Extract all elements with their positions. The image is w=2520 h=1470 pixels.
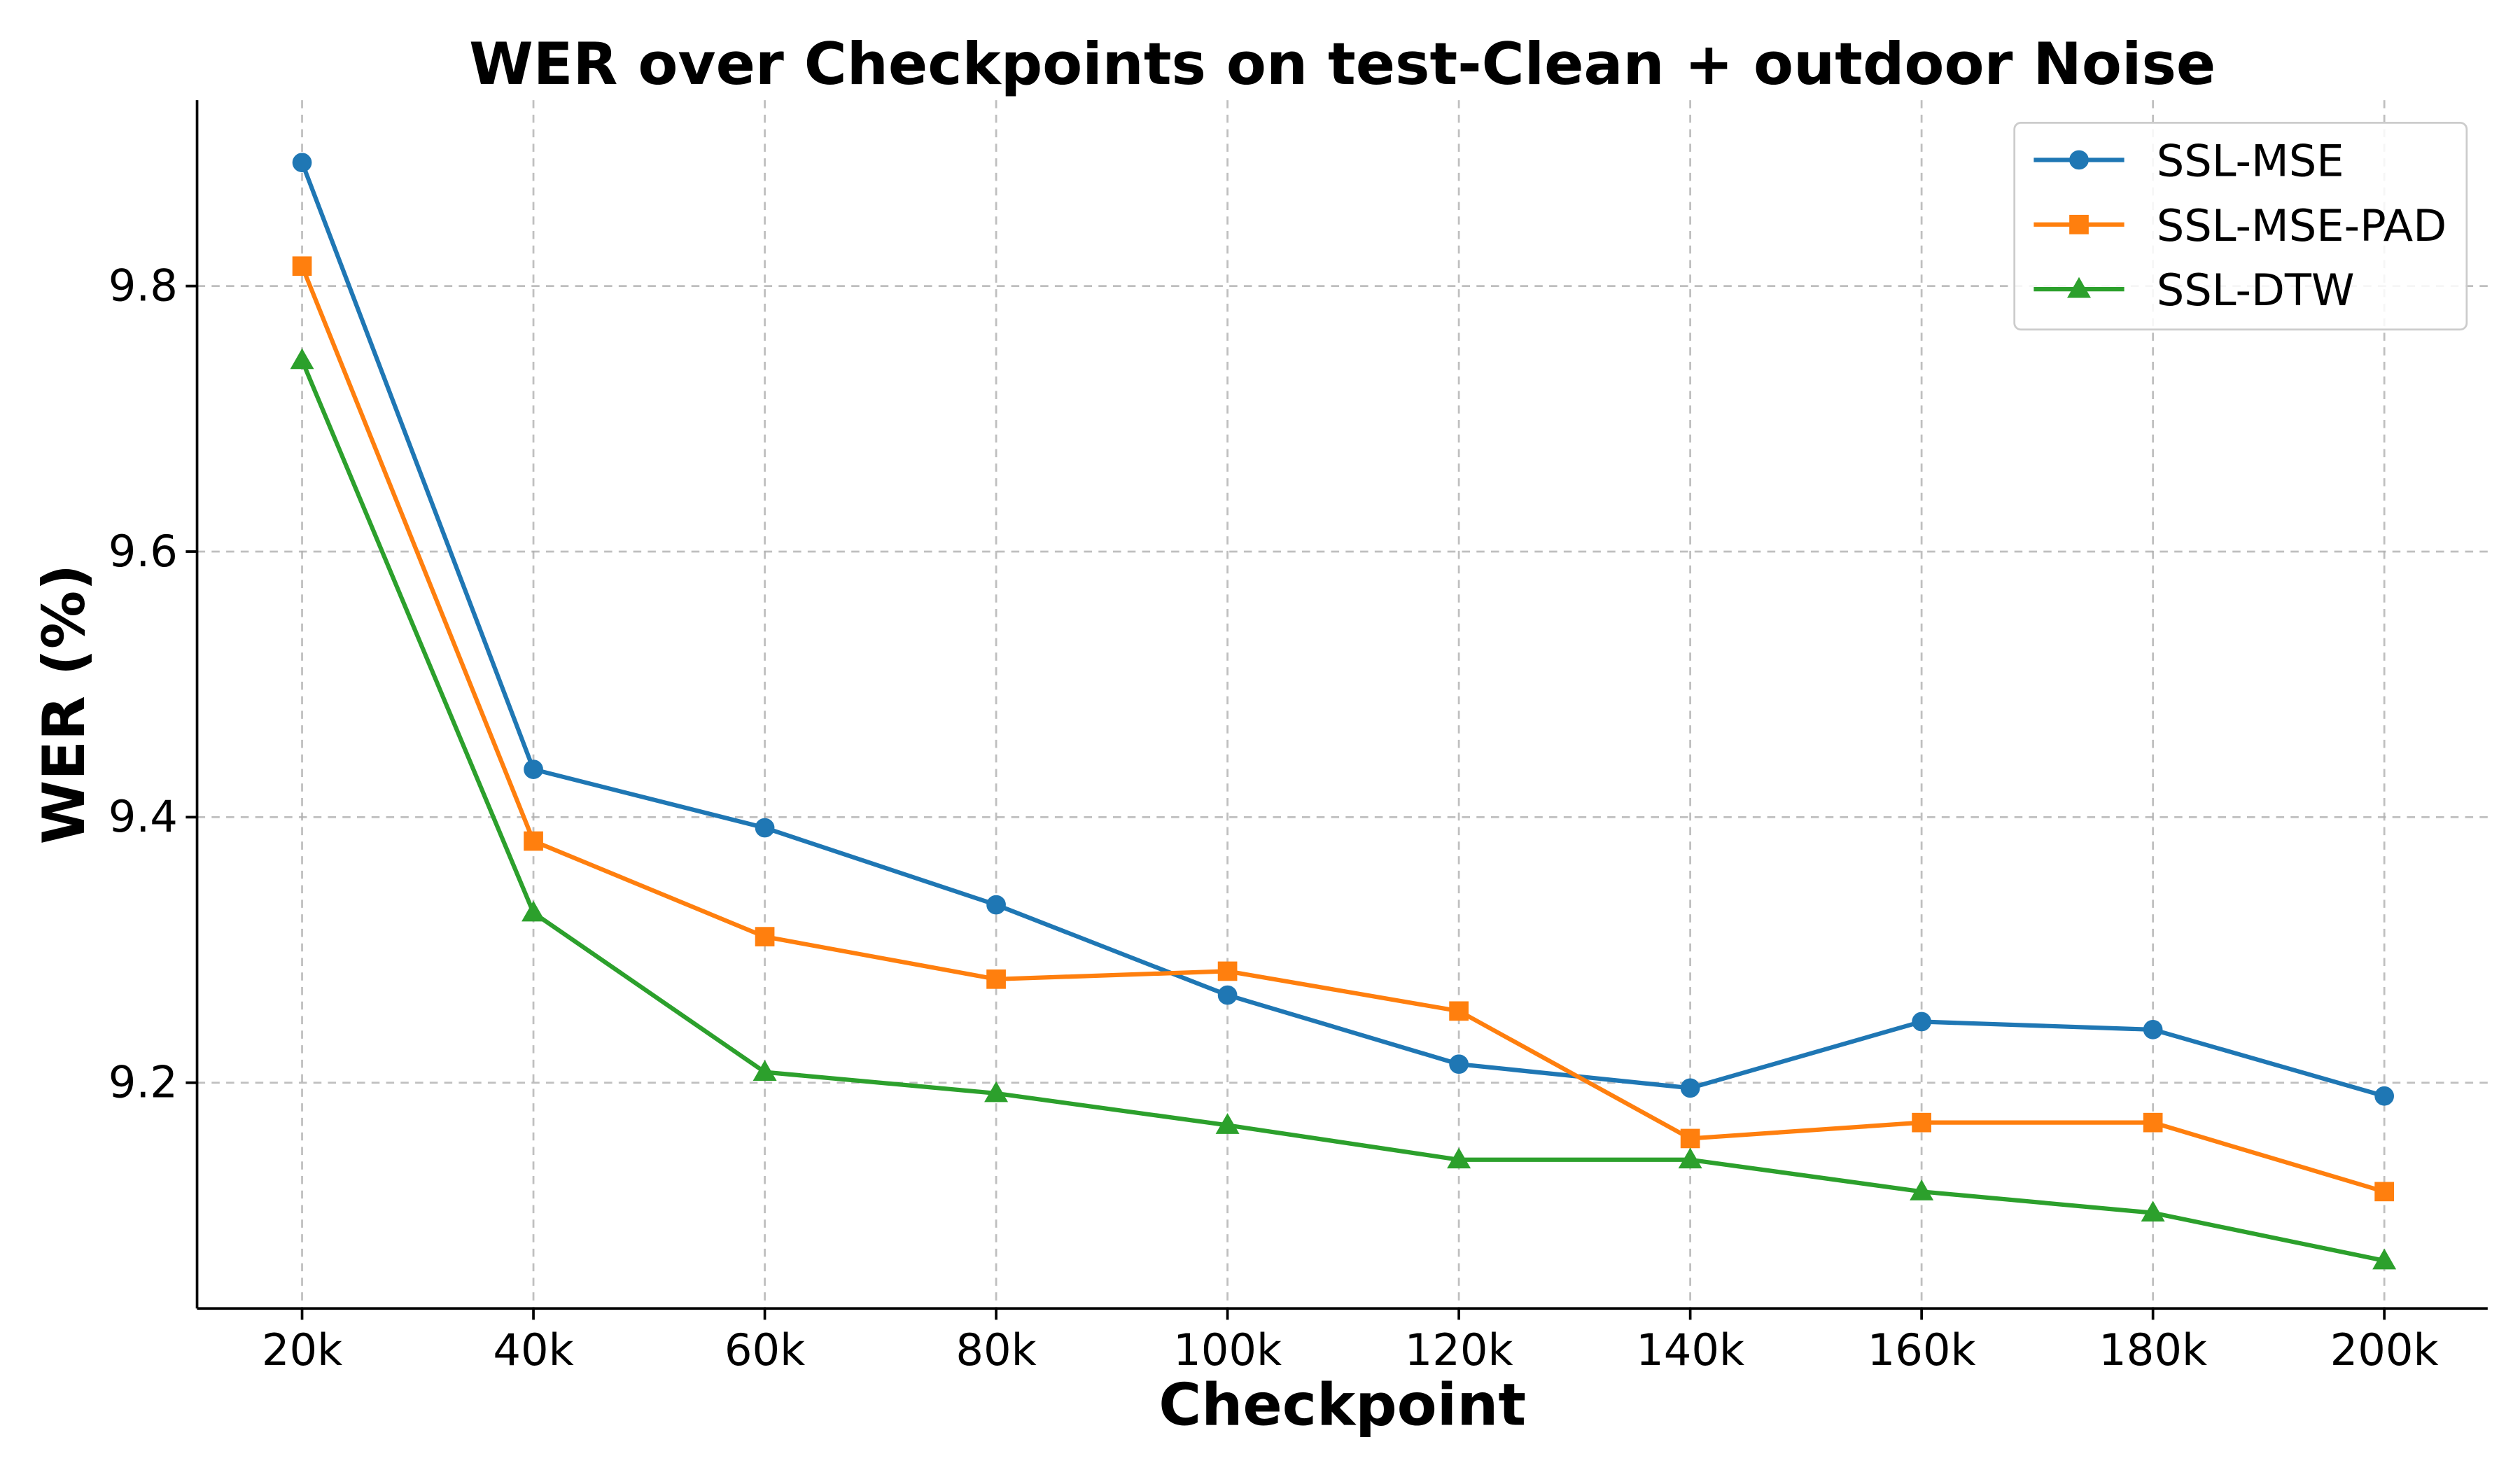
- y-tick-label: 9.8: [108, 260, 178, 311]
- grid-lines: [197, 100, 2488, 1309]
- series-ssl-mse: [292, 153, 2394, 1106]
- data-point-ssl-mse-pad: [2374, 1182, 2394, 1202]
- data-point-ssl-mse: [1680, 1078, 1700, 1098]
- data-point-ssl-dtw: [1447, 1147, 1471, 1169]
- data-point-ssl-mse: [292, 153, 312, 173]
- legend-item-ssl-mse-pad: SSL-MSE-PAD: [2033, 200, 2446, 251]
- data-point-ssl-mse-pad: [986, 969, 1006, 989]
- series-layer: [290, 153, 2397, 1270]
- legend-box: [2013, 121, 2468, 331]
- data-point-ssl-mse-pad: [755, 927, 775, 946]
- y-tick-label: 9.2: [108, 1057, 178, 1108]
- x-axis-ticks: 20k 40k 60k 80k 100k 120k 140k 160k 180k 200k: [262, 1308, 2439, 1376]
- legend-label: SSL-DTW: [2157, 265, 2355, 316]
- data-point-ssl-mse-pad: [1680, 1128, 1700, 1149]
- data-point-ssl-mse-pad: [1449, 1001, 1469, 1021]
- data-point-ssl-mse: [755, 818, 775, 838]
- legend-label: SSL-MSE-PAD: [2157, 200, 2446, 251]
- data-point-ssl-mse-pad: [524, 831, 543, 851]
- series-line-ssl-dtw: [300, 359, 2385, 1263]
- x-tick-label: 180k: [2099, 1324, 2207, 1376]
- x-tick-label: 140k: [1636, 1324, 1744, 1376]
- data-point-ssl-dtw: [2372, 1248, 2397, 1270]
- data-point-ssl-dtw: [522, 900, 546, 922]
- series-line-ssl-mse-pad: [300, 265, 2386, 1194]
- data-point-ssl-dtw: [1910, 1179, 1934, 1200]
- data-point-ssl-mse-pad: [1217, 961, 1238, 981]
- y-tick-label: 9.4: [108, 791, 178, 842]
- x-tick-label: 100k: [1173, 1324, 1282, 1376]
- series-ssl-mse-pad: [292, 256, 2394, 1202]
- data-point-ssl-mse: [2143, 1020, 2163, 1040]
- x-tick-label: 20k: [262, 1324, 342, 1376]
- legend-swatch-marker: [2069, 214, 2089, 234]
- data-point-ssl-mse: [1449, 1054, 1469, 1074]
- data-point-ssl-dtw: [1215, 1113, 1240, 1134]
- series-line-ssl-mse: [300, 162, 2386, 1098]
- legend-item-ssl-mse: SSL-MSE: [2033, 136, 2344, 187]
- series-ssl-dtw: [290, 348, 2397, 1270]
- x-tick-label: 200k: [2330, 1324, 2439, 1376]
- x-axis-label: Checkpoint: [1158, 1371, 1526, 1438]
- legend-swatch-marker: [2067, 276, 2091, 298]
- y-axis-label: WER (%): [30, 564, 98, 844]
- data-point-ssl-dtw: [2141, 1200, 2165, 1222]
- x-tick-label: 60k: [724, 1324, 805, 1376]
- data-point-ssl-dtw: [290, 348, 314, 370]
- data-point-ssl-mse: [524, 760, 543, 779]
- y-tick-label: 9.6: [108, 526, 178, 577]
- data-point-ssl-mse: [2374, 1086, 2394, 1106]
- legend-item-ssl-dtw: SSL-DTW: [2033, 265, 2355, 316]
- data-point-ssl-mse: [986, 895, 1006, 915]
- data-point-ssl-mse: [1217, 985, 1238, 1005]
- data-point-ssl-dtw: [984, 1081, 1009, 1102]
- legend: SSL-MSE SSL-MSE-PAD SSL-DTW: [2013, 121, 2468, 331]
- data-point-ssl-mse-pad: [292, 256, 312, 276]
- data-point-ssl-mse: [1912, 1011, 1931, 1032]
- x-tick-label: 120k: [1405, 1324, 1513, 1376]
- x-tick-label: 40k: [493, 1324, 573, 1376]
- legend-items: SSL-MSE SSL-MSE-PAD SSL-DTW: [2033, 136, 2446, 316]
- x-tick-label: 160k: [1868, 1324, 1976, 1376]
- chart-title: WER over Checkpoints on test-Clean + out…: [469, 30, 2216, 98]
- data-point-ssl-dtw: [752, 1060, 777, 1081]
- data-point-ssl-mse-pad: [2143, 1112, 2163, 1133]
- y-axis-ticks: 9.2 9.4 9.6 9.8: [108, 260, 197, 1108]
- data-point-ssl-mse-pad: [1912, 1112, 1931, 1133]
- data-point-ssl-dtw: [1678, 1147, 1702, 1169]
- axes: [195, 100, 2488, 1310]
- x-tick-label: 80k: [955, 1324, 1036, 1376]
- legend-label: SSL-MSE: [2157, 136, 2344, 187]
- legend-swatch-marker: [2069, 150, 2089, 170]
